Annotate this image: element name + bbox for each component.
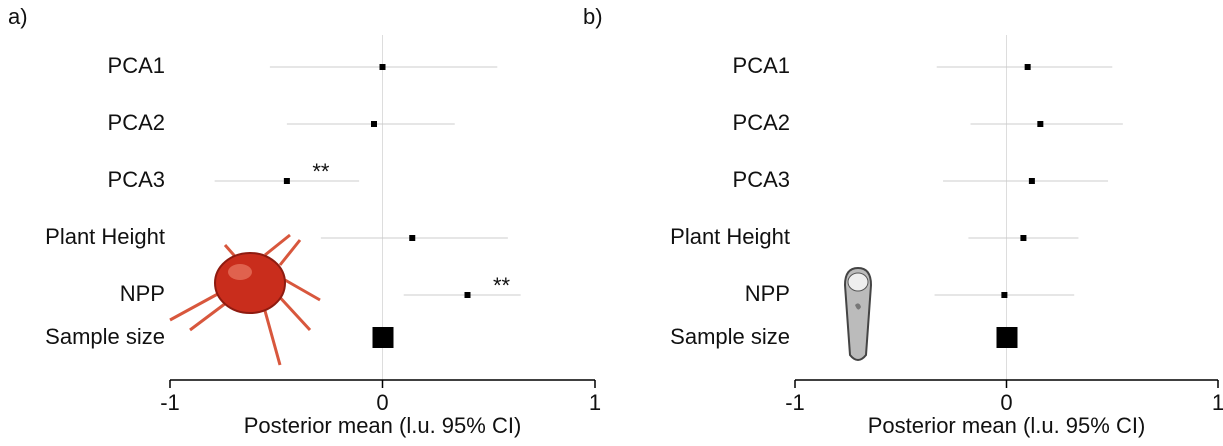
- row-label: NPP: [120, 281, 165, 306]
- estimate-point: [1037, 121, 1044, 127]
- row-label: Plant Height: [670, 224, 790, 249]
- row-label: PCA1: [733, 53, 790, 78]
- row-label: PCA2: [108, 110, 165, 135]
- sample-size-marker: [372, 327, 394, 348]
- row-label: PCA3: [108, 167, 165, 192]
- estimate-point: [371, 121, 377, 127]
- sample-size-marker: [996, 327, 1018, 348]
- x-tick-label: -1: [785, 390, 805, 415]
- estimate-point: [464, 292, 471, 298]
- row-label: PCA2: [733, 110, 790, 135]
- row-label: NPP: [745, 281, 790, 306]
- x-tick-label: 0: [1000, 390, 1012, 415]
- estimate-point: [409, 235, 416, 241]
- x-tick-label: 1: [589, 390, 601, 415]
- estimate-point: [1020, 235, 1027, 241]
- panel-label: b): [583, 4, 603, 29]
- x-tick-label: -1: [160, 390, 180, 415]
- significance-label: **: [312, 159, 330, 184]
- mite-illustration: [169, 233, 321, 366]
- estimate-point: [283, 178, 290, 184]
- row-label: Plant Height: [45, 224, 165, 249]
- panel-label: a): [8, 4, 28, 29]
- estimate-point: [1028, 178, 1035, 184]
- x-tick-label: 0: [376, 390, 388, 415]
- row-label: PCA3: [733, 167, 790, 192]
- estimate-point: [1024, 64, 1031, 70]
- significance-label: **: [493, 273, 511, 298]
- row-label: Sample size: [670, 324, 790, 349]
- estimate-point: [379, 64, 386, 70]
- row-label: PCA1: [108, 53, 165, 78]
- x-axis-label: Posterior mean (l.u. 95% CI): [244, 413, 522, 438]
- springtail-illustration: [843, 266, 873, 361]
- estimate-point: [1001, 292, 1008, 298]
- x-tick-label: 1: [1212, 390, 1223, 415]
- row-label: Sample size: [45, 324, 165, 349]
- x-axis-label: Posterior mean (l.u. 95% CI): [868, 413, 1146, 438]
